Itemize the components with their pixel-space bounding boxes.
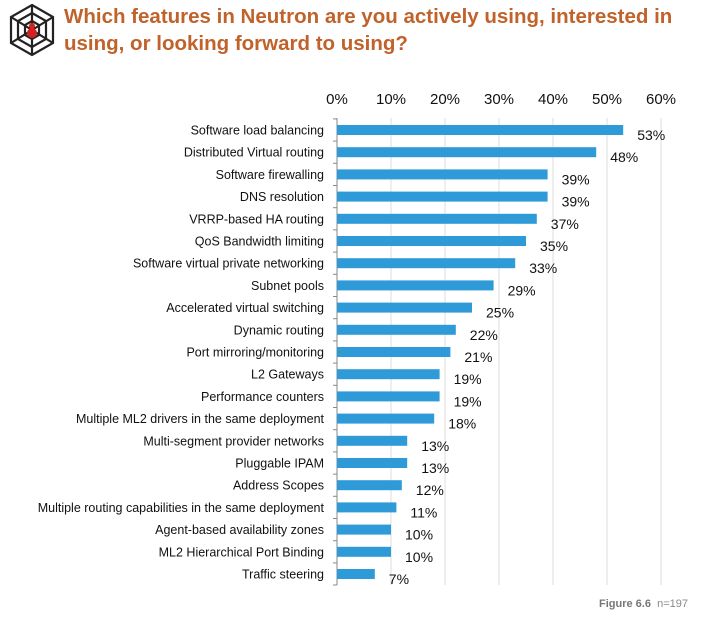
bar	[337, 546, 391, 557]
category-label: VRRP-based HA routing	[189, 212, 324, 226]
category-label: Traffic steering	[242, 568, 324, 582]
bar	[337, 458, 408, 468]
bar	[337, 413, 435, 424]
category-label: Software virtual private networking	[133, 257, 324, 271]
category-label: Multiple routing capabilities in the sam…	[38, 501, 325, 515]
data-label: 13%	[421, 438, 449, 454]
data-label: 33%	[529, 260, 557, 276]
data-label: 29%	[508, 282, 536, 298]
page-title: Which features in Neutron are you active…	[64, 5, 673, 55]
bar	[337, 480, 402, 491]
bar	[337, 502, 397, 513]
x-tick-label: 30%	[484, 91, 514, 108]
data-label: 37%	[551, 216, 579, 232]
category-label: Multi-segment provider networks	[143, 434, 324, 448]
category-label: Software firewalling	[216, 168, 324, 182]
bar	[337, 280, 494, 291]
category-label: QoS Bandwidth limiting	[195, 235, 324, 249]
x-tick-label: 40%	[538, 91, 568, 108]
data-label: 25%	[486, 305, 514, 321]
data-label: 48%	[610, 149, 638, 165]
data-label: 35%	[540, 238, 568, 254]
category-label: DNS resolution	[240, 190, 324, 204]
data-label: 13%	[421, 460, 449, 476]
bar	[337, 347, 451, 357]
data-label: 12%	[416, 482, 444, 498]
category-label: Subnet pools	[251, 279, 324, 293]
data-label: 39%	[562, 194, 590, 210]
data-label: 10%	[405, 549, 433, 565]
data-label: 18%	[448, 416, 476, 432]
bar	[337, 524, 391, 535]
bar	[337, 302, 472, 313]
data-label: 10%	[405, 527, 433, 543]
bar	[337, 435, 408, 446]
bar	[337, 391, 440, 402]
x-tick-label: 0%	[326, 91, 348, 108]
data-label: 22%	[470, 327, 498, 343]
category-label: Port mirroring/monitoring	[186, 346, 324, 360]
sample-size: n=197	[657, 598, 688, 610]
data-label: 19%	[454, 371, 482, 387]
bar	[337, 236, 526, 246]
category-label: Address Scopes	[233, 479, 324, 493]
category-label: Performance counters	[201, 390, 324, 404]
bar	[337, 569, 375, 579]
category-label: ML2 Hierarchical Port Binding	[159, 545, 324, 559]
category-label: Dynamic routing	[234, 323, 324, 337]
bar	[337, 213, 537, 224]
category-label: Accelerated virtual switching	[166, 301, 324, 315]
x-tick-label: 10%	[376, 91, 406, 108]
bar	[337, 369, 440, 380]
figure-caption: Figure 6.6 n=197	[599, 598, 688, 610]
data-label: 11%	[410, 504, 437, 520]
data-label: 21%	[464, 349, 492, 365]
data-label: 19%	[454, 393, 482, 409]
data-label: 39%	[562, 171, 590, 187]
bar	[337, 191, 548, 202]
x-tick-label: 60%	[646, 91, 676, 108]
category-label: Pluggable IPAM	[235, 457, 324, 471]
figure-label: Figure 6.6	[599, 598, 651, 610]
category-label: Distributed Virtual routing	[184, 146, 324, 160]
bar	[337, 147, 597, 158]
spider-web-icon	[9, 3, 55, 57]
category-label: Agent-based availability zones	[155, 523, 324, 537]
bar	[337, 258, 516, 269]
x-tick-label: 20%	[430, 91, 460, 108]
bar	[337, 125, 624, 135]
category-label: L2 Gateways	[251, 368, 324, 382]
x-tick-label: 50%	[592, 91, 622, 108]
category-label: Multiple ML2 drivers in the same deploym…	[76, 412, 325, 426]
category-label: Software load balancing	[191, 124, 324, 138]
data-label: 7%	[389, 571, 409, 587]
bar	[337, 169, 548, 180]
bar	[337, 324, 456, 335]
data-label: 53%	[637, 127, 665, 143]
